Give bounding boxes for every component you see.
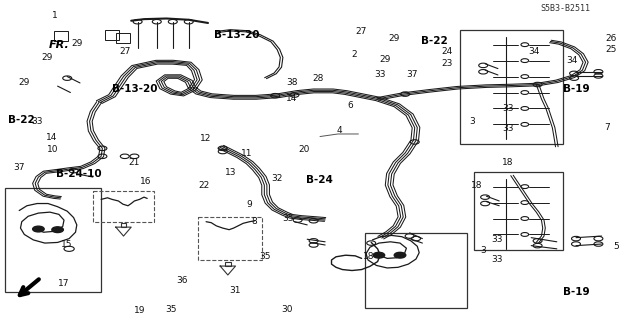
Text: B-24-10: B-24-10 [56,169,102,179]
Text: 4: 4 [337,126,342,135]
Text: 24: 24 [441,47,452,56]
Bar [198,217,262,260]
Bar [225,262,230,266]
Text: 34: 34 [529,47,540,56]
Text: 35: 35 [165,305,177,314]
Bar [460,30,563,144]
Text: B-19: B-19 [563,287,590,297]
Text: 33: 33 [491,235,502,244]
Text: 2: 2 [351,50,356,59]
Text: 33: 33 [31,117,43,126]
Text: 35: 35 [282,214,294,223]
Text: 19: 19 [134,306,146,315]
Text: 22: 22 [198,181,209,189]
Bar [474,172,563,250]
Bar [105,30,119,40]
Text: B-24: B-24 [306,175,333,185]
Text: 14: 14 [286,94,298,103]
Text: B-22: B-22 [8,115,35,125]
Bar [365,233,467,308]
Text: B-19: B-19 [563,84,590,94]
Bar [121,223,126,227]
Text: 8: 8 [252,217,257,226]
Text: 37: 37 [13,163,24,172]
Bar [93,191,154,222]
Text: 18: 18 [502,158,513,167]
Text: 36: 36 [176,276,188,285]
Text: 21: 21 [128,158,140,167]
Text: 3: 3 [481,246,486,255]
Text: 28: 28 [312,74,324,83]
Circle shape [52,227,63,233]
Text: 10: 10 [47,145,59,154]
Text: 15: 15 [61,240,73,249]
Text: 29: 29 [380,55,391,63]
Text: 31: 31 [229,286,241,295]
Circle shape [373,252,385,258]
Text: 18: 18 [363,252,374,261]
Text: 3: 3 [470,117,475,126]
Bar [5,188,101,292]
Bar [54,31,68,41]
Text: 25: 25 [605,45,617,54]
Text: 23: 23 [441,59,452,68]
Bar [116,33,130,43]
Text: 18: 18 [471,181,483,189]
Text: 6: 6 [348,101,353,110]
Text: S5B3-B2511: S5B3-B2511 [541,4,591,13]
Text: 16: 16 [140,177,152,186]
Text: 11: 11 [241,149,252,158]
Text: 29: 29 [18,78,29,87]
Text: B-13-20: B-13-20 [214,30,260,40]
Text: 29: 29 [388,34,399,43]
Text: 17: 17 [58,279,69,288]
Text: 37: 37 [406,70,418,78]
Circle shape [394,252,406,258]
Text: 12: 12 [200,134,212,143]
Text: 29: 29 [71,39,83,48]
Text: 29: 29 [41,53,52,62]
Text: 7: 7 [604,123,609,132]
Text: 5: 5 [614,242,619,251]
Text: 13: 13 [225,168,236,177]
Text: 1: 1 [52,11,57,20]
Circle shape [33,226,44,232]
Text: 30: 30 [281,305,292,314]
Text: 14: 14 [45,133,57,142]
Text: B-13-20: B-13-20 [112,84,157,94]
Text: 32: 32 [271,174,282,183]
Text: 35: 35 [259,252,271,261]
Text: 26: 26 [605,34,617,43]
Text: 33: 33 [374,70,386,78]
Text: 27: 27 [119,47,131,56]
Text: 27: 27 [355,27,367,36]
Text: FR.: FR. [49,40,69,50]
Text: 33: 33 [491,256,502,264]
Text: 34: 34 [566,56,577,65]
Text: B-22: B-22 [421,36,448,47]
Text: 38: 38 [286,78,298,87]
Text: 33: 33 [502,104,514,113]
Text: 9: 9 [247,200,252,209]
Text: 20: 20 [298,145,310,154]
Text: 33: 33 [502,124,514,133]
